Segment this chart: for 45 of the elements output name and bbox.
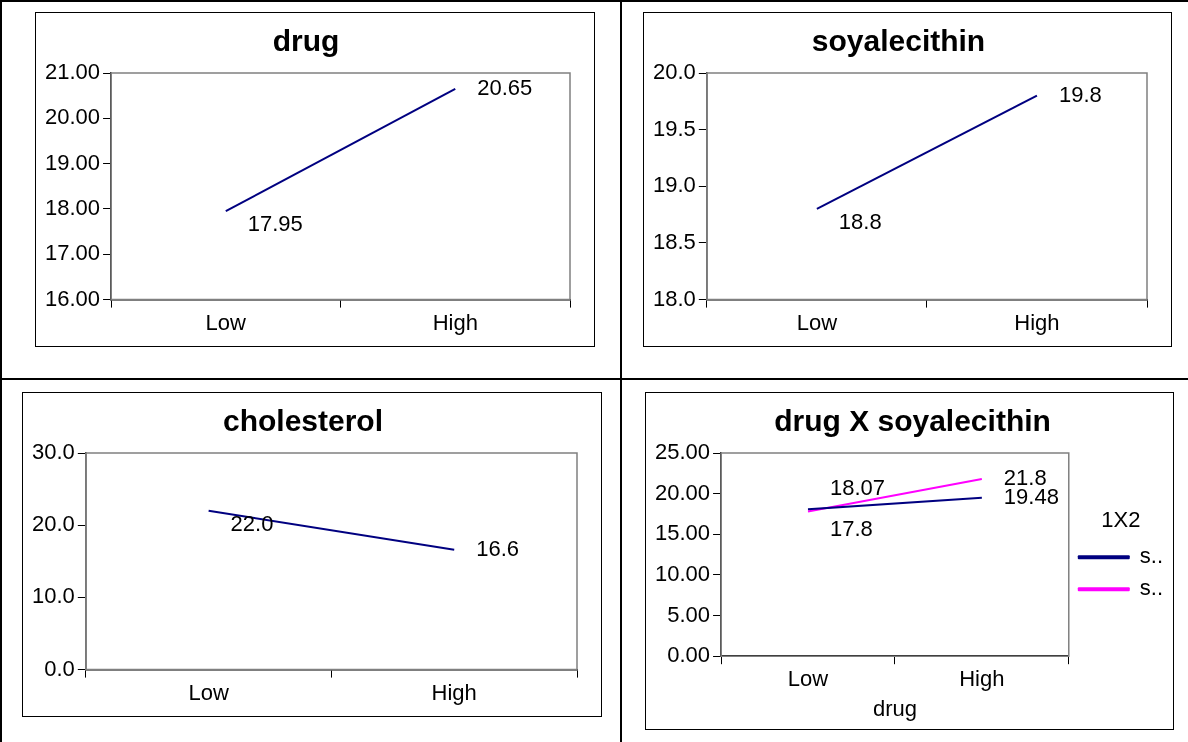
y-tick-label: 20.0 xyxy=(652,59,696,85)
x-tick-label: High xyxy=(432,309,478,335)
x-tick-label: Low xyxy=(205,309,247,335)
y-tick-label: 20.00 xyxy=(44,104,101,130)
y-tick-label: 5.00 xyxy=(667,601,711,627)
y-tick-label: 21.00 xyxy=(44,59,101,85)
chart-title: cholesterol xyxy=(222,404,384,438)
data-label: 18.07 xyxy=(829,475,886,501)
y-tick-label: 18.0 xyxy=(652,285,696,311)
x-tick-label: Low xyxy=(188,679,229,705)
y-tick-label: 30.0 xyxy=(31,439,75,465)
y-tick-label: 19.5 xyxy=(652,115,696,141)
y-tick-label: 18.5 xyxy=(652,229,696,255)
legend-title: 1X2 xyxy=(1101,506,1141,532)
y-tick-label: 0.00 xyxy=(667,642,711,668)
x-tick-label: High xyxy=(431,679,477,705)
y-tick-label: 19.00 xyxy=(44,149,101,175)
y-tick-label: 19.0 xyxy=(652,172,696,198)
y-tick-label: 17.00 xyxy=(44,240,101,266)
data-label: 17.95 xyxy=(247,211,303,237)
y-tick-label: 20.00 xyxy=(654,479,711,505)
y-tick-label: 15.00 xyxy=(654,520,711,546)
data-label: 17.8 xyxy=(829,515,873,541)
data-label: 16.6 xyxy=(476,535,520,561)
legend-label: s.. xyxy=(1139,575,1164,601)
x-tick-label: Low xyxy=(787,666,829,692)
y-tick-label: 10.00 xyxy=(654,560,711,586)
data-label: 18.8 xyxy=(838,209,882,235)
chart-title: drug X soyalecithin xyxy=(774,404,1051,438)
y-tick-label: 18.00 xyxy=(44,195,101,221)
data-label: 22.0 xyxy=(230,510,274,536)
data-label: 20.65 xyxy=(477,74,533,100)
x-tick-label: High xyxy=(1014,309,1060,335)
x-tick-label: Low xyxy=(796,309,838,335)
y-tick-label: 20.0 xyxy=(31,511,75,537)
chart-title: drug xyxy=(272,24,340,58)
y-tick-label: 0.0 xyxy=(44,655,75,681)
x-tick-label: High xyxy=(959,666,1005,692)
y-tick-label: 16.00 xyxy=(44,285,101,311)
data-label: 19.8 xyxy=(1058,81,1102,107)
y-tick-label: 25.00 xyxy=(654,439,711,465)
y-tick-label: 10.0 xyxy=(31,583,75,609)
legend-label: s.. xyxy=(1139,543,1164,569)
x-axis-title: drug xyxy=(872,695,917,721)
chart-title: soyalecithin xyxy=(811,24,986,58)
